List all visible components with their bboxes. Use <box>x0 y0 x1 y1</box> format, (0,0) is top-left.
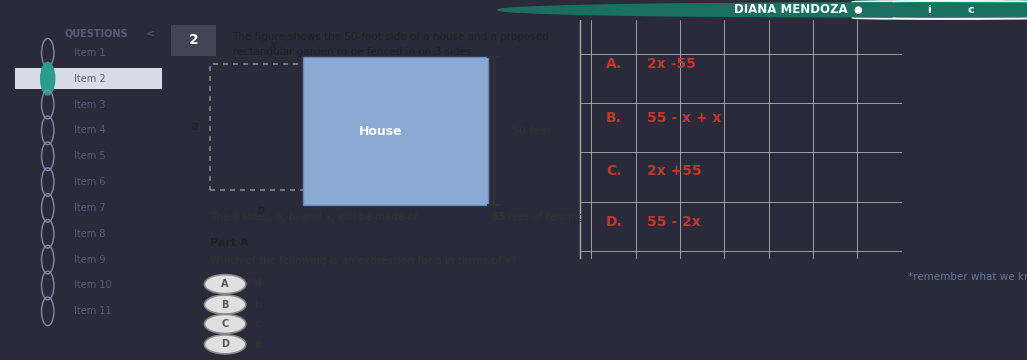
FancyBboxPatch shape <box>893 1 1027 19</box>
Text: Item 2: Item 2 <box>74 74 106 84</box>
Text: ●: ● <box>853 5 862 15</box>
Text: Item 5: Item 5 <box>74 151 106 161</box>
Text: *remember what we know about rectangles and solving: *remember what we know about rectangles … <box>908 271 1027 282</box>
Text: b: b <box>255 300 262 310</box>
Text: c: c <box>255 319 261 329</box>
Text: The 3 sides, a, b, and x, will be made of: The 3 sides, a, b, and x, will be made o… <box>211 212 421 222</box>
Text: 55 - x + x: 55 - x + x <box>647 112 721 125</box>
Text: B: B <box>222 300 229 310</box>
Text: rectangular garden to be fenced in on 3 sides.: rectangular garden to be fenced in on 3 … <box>232 47 474 57</box>
Text: Item 1: Item 1 <box>74 48 106 58</box>
Circle shape <box>204 314 245 333</box>
Text: d: d <box>255 279 262 289</box>
Text: 50 feet: 50 feet <box>512 126 551 136</box>
Text: D: D <box>221 339 229 349</box>
Text: feet of fencing.: feet of fencing. <box>504 212 587 222</box>
Text: b: b <box>257 203 265 216</box>
Text: C.: C. <box>606 164 621 178</box>
Text: Item 10: Item 10 <box>74 280 112 291</box>
Text: x: x <box>269 39 277 52</box>
Text: DIANA MENDOZA: DIANA MENDOZA <box>733 3 847 17</box>
Circle shape <box>498 3 1027 17</box>
Text: Item 4: Item 4 <box>74 125 106 135</box>
Text: a: a <box>190 121 198 134</box>
Text: A.: A. <box>606 57 622 71</box>
Text: 55: 55 <box>491 212 506 222</box>
Text: Item 6: Item 6 <box>74 177 106 187</box>
Text: House: House <box>358 125 403 138</box>
Text: Item 8: Item 8 <box>74 229 106 239</box>
Text: 2x -55: 2x -55 <box>647 57 695 71</box>
Text: Item 9: Item 9 <box>74 255 106 265</box>
Text: C: C <box>222 319 229 329</box>
Text: Item 7: Item 7 <box>74 203 106 213</box>
Circle shape <box>41 62 54 95</box>
Text: Item 3: Item 3 <box>74 99 106 109</box>
Circle shape <box>204 275 245 294</box>
Circle shape <box>204 295 245 314</box>
Text: Which of the following is an expression for a in terms of x?: Which of the following is an expression … <box>211 256 517 266</box>
Text: c: c <box>967 5 974 15</box>
Text: 55 - 2x: 55 - 2x <box>647 215 700 229</box>
Text: a: a <box>255 339 262 349</box>
Text: Part A: Part A <box>211 238 249 248</box>
Circle shape <box>204 335 245 354</box>
Text: i: i <box>927 5 931 15</box>
Bar <box>15 68 162 89</box>
Text: <: < <box>146 28 155 38</box>
Text: B.: B. <box>606 112 621 125</box>
Text: The figure shows the 50-foot side of a house and a proposed: The figure shows the 50-foot side of a h… <box>232 32 549 42</box>
FancyBboxPatch shape <box>852 1 1006 19</box>
Text: 2x +55: 2x +55 <box>647 164 701 178</box>
Text: QUESTIONS: QUESTIONS <box>65 28 128 38</box>
Text: A: A <box>222 279 229 289</box>
Text: D.: D. <box>606 215 622 229</box>
Text: equations.: equations. <box>211 276 265 285</box>
Bar <box>172 25 216 55</box>
Bar <box>211 64 336 190</box>
Text: Item 11: Item 11 <box>74 306 112 316</box>
Bar <box>303 57 488 205</box>
Text: 2: 2 <box>188 33 198 47</box>
